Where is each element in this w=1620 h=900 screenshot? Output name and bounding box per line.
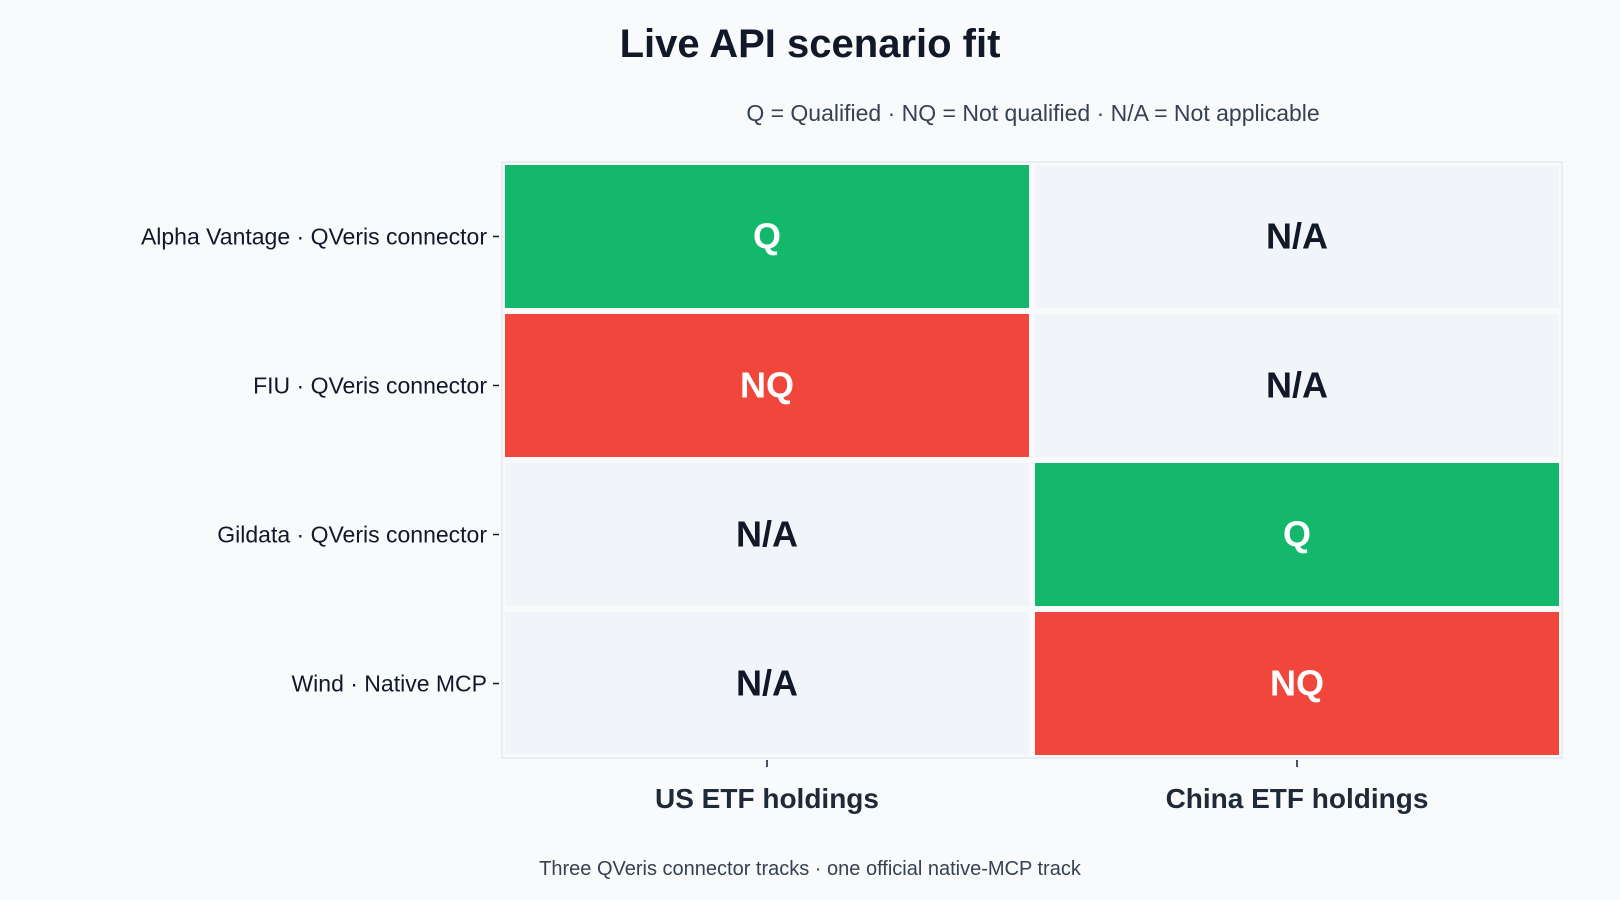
row-label: FIU · QVeris connector xyxy=(253,373,487,399)
column-label: US ETF holdings xyxy=(655,783,879,814)
chart-footer-note: Three QVeris connector tracks · one offi… xyxy=(539,858,1081,880)
heatmap-cell xyxy=(1035,314,1559,457)
heatmap-cell xyxy=(1035,463,1559,606)
cell-value-label: NQ xyxy=(1270,663,1324,704)
row-label: Wind · Native MCP xyxy=(291,671,487,697)
cell-value-label: Q xyxy=(753,216,781,257)
heatmap-cell xyxy=(505,463,1029,606)
cell-value-label: Q xyxy=(1283,514,1311,555)
heatmap-cell xyxy=(1035,165,1559,308)
plot-frame xyxy=(501,161,1563,759)
chart-legend-note: Q = Qualified · NQ = Not qualified · N/A… xyxy=(746,100,1320,126)
cell-value-label: N/A xyxy=(1266,216,1328,257)
cell-value-label: N/A xyxy=(736,514,798,555)
chart-title: Live API scenario fit xyxy=(619,22,1001,66)
row-label: Alpha Vantage · QVeris connector xyxy=(141,224,487,250)
heatmap-cell xyxy=(1035,612,1559,755)
cell-value-label: N/A xyxy=(736,663,798,704)
cell-value-label: N/A xyxy=(1266,365,1328,406)
cell-value-label: NQ xyxy=(740,365,794,406)
row-label: Gildata · QVeris connector xyxy=(217,522,487,548)
heatmap-cell xyxy=(505,612,1029,755)
heatmap-cell xyxy=(505,165,1029,308)
heatmap-cell xyxy=(505,314,1029,457)
column-label: China ETF holdings xyxy=(1166,783,1429,814)
